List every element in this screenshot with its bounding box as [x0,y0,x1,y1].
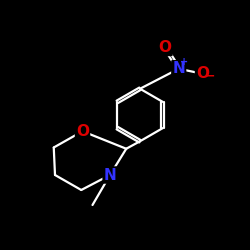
Text: O: O [158,40,172,55]
Text: O: O [76,124,89,139]
Text: O: O [196,66,209,81]
Text: N: N [172,61,185,76]
Text: N: N [104,168,117,182]
Text: +: + [180,57,188,67]
Text: −: − [204,69,215,82]
